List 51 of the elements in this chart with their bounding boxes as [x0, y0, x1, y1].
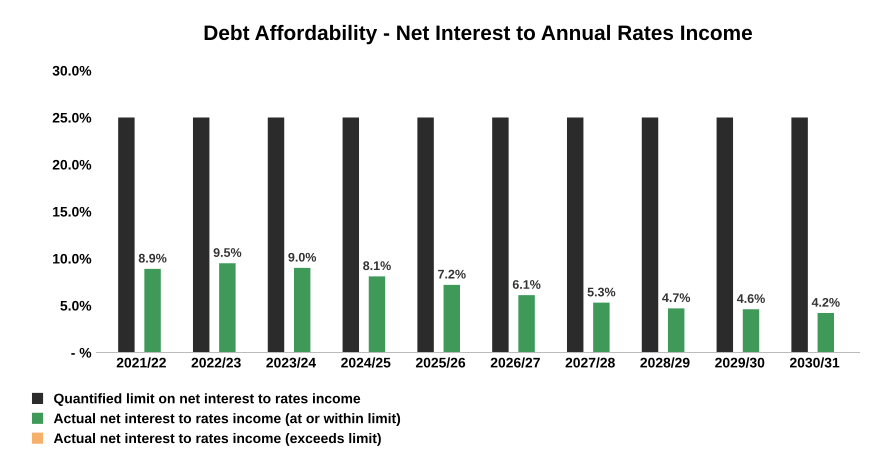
y-tick-label: - %: [71, 348, 92, 358]
data-label: 6.1%: [512, 280, 541, 289]
data-label: 7.2%: [438, 270, 466, 279]
bar: [118, 118, 135, 352]
bar: [192, 118, 210, 352]
bar: [668, 308, 684, 352]
data-label: 4.7%: [662, 293, 690, 302]
x-tick-label: 2023/24: [266, 357, 316, 368]
x-tick-label: 2022/23: [192, 357, 241, 368]
y-tick-label: 10.0%: [53, 254, 92, 264]
bar: [417, 118, 434, 352]
data-label: 4.2%: [812, 298, 840, 307]
x-tick-label: 2021/22: [116, 357, 166, 368]
y-tick-label: 20.0%: [52, 160, 92, 170]
bar: [342, 118, 360, 352]
legend-label: Quantified limit on net interest to rates income: [54, 393, 360, 406]
bar: [444, 284, 460, 352]
bar: [742, 309, 760, 352]
y-tick-label: 5.0%: [60, 300, 92, 311]
bar: [791, 118, 808, 352]
bar: [566, 118, 584, 352]
y-tick-label: 30.0%: [52, 66, 92, 76]
bar: [818, 313, 834, 352]
x-tick-label: 2030/31: [790, 357, 840, 368]
x-tick-label: 2024/25: [341, 357, 390, 368]
x-tick-label: 2028/29: [640, 357, 690, 368]
data-label: 9.5%: [214, 248, 242, 257]
bar: [144, 268, 161, 352]
x-tick-label: 2026/27: [490, 357, 540, 368]
x-tick-label: 2027/28: [566, 357, 615, 368]
data-label: 5.3%: [588, 288, 616, 296]
data-label: 8.9%: [138, 254, 166, 263]
data-label: 8.1%: [363, 261, 391, 270]
legend-label: Actual net interest to rates income (at or within limit): [54, 413, 400, 426]
chart-title: Debt Affordability - Net Interest to Annual Rates Income: [204, 24, 752, 44]
bar: [518, 295, 535, 352]
bar: [294, 268, 310, 352]
bar: [716, 118, 734, 352]
bar: [268, 118, 284, 352]
bar: [492, 118, 509, 352]
bar: [368, 276, 386, 352]
y-tick-label: 25.0%: [52, 112, 92, 123]
bar: [593, 302, 610, 352]
bar: [219, 263, 236, 352]
legend-label: Actual net interest to rates income (exceeds limit): [54, 432, 381, 446]
y-tick-label: 15.0%: [53, 206, 92, 217]
data-label: 9.0%: [288, 252, 316, 262]
bar: [642, 118, 658, 352]
x-tick-label: 2029/30: [715, 357, 764, 368]
data-label: 4.6%: [736, 294, 765, 304]
x-tick-label: 2025/26: [416, 357, 466, 368]
